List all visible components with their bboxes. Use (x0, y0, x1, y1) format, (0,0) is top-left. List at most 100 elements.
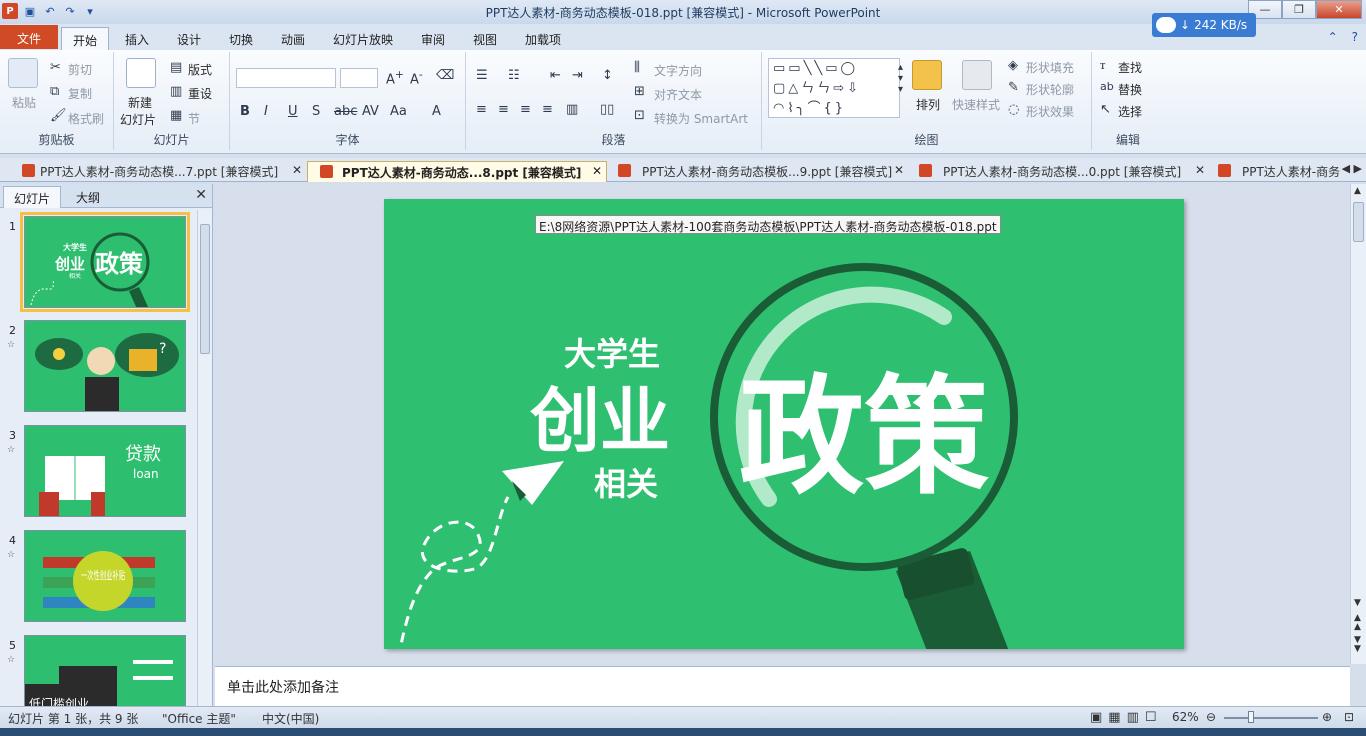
shadow-icon[interactable]: S (312, 104, 321, 119)
save-icon[interactable]: ▣ (24, 4, 36, 18)
tab-scroll-arrows[interactable]: ◀ ▶ (1341, 162, 1362, 175)
slide-scroll-thumb[interactable] (1353, 202, 1364, 242)
find-button[interactable]: 查找 (1118, 61, 1143, 75)
slide-scrollbar[interactable]: ▲ ▼ ▲ ▲ ▼ ▼ (1350, 184, 1366, 664)
slide-thumb-4[interactable]: 一次性创业补贴 (24, 530, 186, 622)
slide-thumb-5[interactable]: 低门槛创业 (24, 635, 186, 706)
numbering-icon[interactable]: ☷ (508, 68, 520, 83)
tab-insert[interactable]: 插入 (124, 33, 149, 47)
bold-icon[interactable]: B (240, 104, 250, 119)
reset-button[interactable]: 重设 (188, 87, 213, 101)
zoom-slider-thumb[interactable] (1248, 711, 1254, 723)
grow-font-icon[interactable]: A+ (386, 68, 404, 88)
gallery-scroll-icon[interactable]: ▴ ▾ ▾ (898, 62, 904, 95)
customize-qat-icon[interactable]: ▾ (87, 4, 93, 18)
columns-icon[interactable]: ▯▯ (600, 102, 615, 117)
tab-animations[interactable]: 动画 (280, 33, 305, 47)
shape-outline-button[interactable]: 形状轮廓 (1026, 83, 1075, 97)
decrease-indent-icon[interactable]: ⇤ (550, 68, 561, 83)
convert-smartart-button[interactable]: 转换为 SmartArt (654, 112, 748, 126)
shape-fill-button[interactable]: 形状填充 (1026, 61, 1075, 75)
strikethrough-icon[interactable]: abc (334, 104, 358, 119)
zoom-level[interactable]: 62% (1172, 710, 1199, 724)
language-status[interactable]: 中文(中国) (262, 712, 320, 726)
paste-icon[interactable] (8, 58, 38, 88)
change-case-icon[interactable]: Aa (390, 104, 407, 119)
help-icon[interactable]: ? (1351, 30, 1358, 44)
zoom-slider[interactable] (1224, 717, 1318, 719)
slide-thumb-2[interactable]: ? (24, 320, 186, 412)
shapes-gallery[interactable]: ▭▭╲╲▭◯ ▢△ㄣㄣ⇨⇩ ◠⌇╮⌒{} (768, 58, 900, 118)
tab-addins[interactable]: 加载项 (524, 33, 561, 47)
next-slide-icon[interactable]: ▼ ▼ (1354, 635, 1361, 654)
tab-transitions[interactable]: 切换 (228, 33, 253, 47)
tab-design[interactable]: 设计 (176, 33, 201, 47)
new-slide-icon[interactable] (126, 58, 156, 88)
network-speed-widget[interactable]: ↓ 242 KB/s (1152, 13, 1256, 37)
distributed-icon[interactable]: ▥ (566, 102, 579, 117)
zoom-in-icon[interactable]: ⊕ (1322, 710, 1333, 724)
shrink-font-icon[interactable]: A- (410, 68, 423, 88)
tab-file[interactable]: 文件 (0, 25, 58, 49)
prev-slide-icon[interactable]: ▲ ▲ (1354, 613, 1361, 632)
quick-styles-icon[interactable] (962, 60, 992, 90)
thumbnail-scroll-thumb[interactable] (200, 224, 210, 354)
current-slide[interactable]: E:\8网络资源\PPT达人素材-100套商务动态模板\PPT达人素材-商务动态… (384, 199, 1184, 649)
close-tab-icon[interactable]: ✕ (1194, 163, 1205, 177)
clear-format-icon[interactable]: ⌫ (436, 68, 455, 83)
close-tab-icon[interactable]: ✕ (591, 164, 602, 178)
justify-icon[interactable]: ≡ (542, 102, 553, 117)
tab-home[interactable]: 开始 (61, 27, 109, 50)
text-direction-button[interactable]: 文字方向 (654, 64, 703, 78)
tab-slides[interactable]: 幻灯片 (3, 186, 62, 208)
close-tab-icon[interactable]: ✕ (893, 163, 904, 177)
font-color-icon[interactable]: A (432, 104, 441, 119)
minimize-button[interactable]: — (1248, 0, 1282, 19)
scroll-up-icon[interactable]: ▲ (1354, 186, 1361, 196)
copy-button[interactable]: 复制 (68, 87, 93, 101)
tab-review[interactable]: 审阅 (420, 33, 445, 47)
maximize-button[interactable]: ❐ (1282, 0, 1316, 19)
close-button[interactable]: ✕ (1316, 0, 1362, 19)
tab-outline[interactable]: 大纲 (76, 191, 101, 205)
align-left-icon[interactable]: ≡ (476, 102, 487, 117)
thumbnail-scrollbar[interactable] (197, 210, 211, 706)
shape-effects-button[interactable]: 形状效果 (1026, 105, 1075, 119)
redo-icon[interactable]: ↷ (65, 4, 75, 18)
align-center-icon[interactable]: ≡ (498, 102, 509, 117)
align-text-button[interactable]: 对齐文本 (654, 88, 703, 102)
doc-tab-1[interactable]: PPT达人素材-商务动态模...7.ppt [兼容模式] ✕ (0, 161, 306, 182)
line-spacing-icon[interactable]: ↕ (602, 68, 613, 83)
select-button[interactable]: 选择 (1118, 105, 1143, 119)
scroll-down-icon[interactable]: ▼ (1354, 598, 1361, 608)
doc-tab-4[interactable]: PPT达人素材-商务动态模...0.ppt [兼容模式] ✕ (909, 161, 1209, 182)
format-painter-button[interactable]: 格式刷 (68, 112, 105, 126)
tab-view[interactable]: 视图 (472, 33, 497, 47)
undo-icon[interactable]: ↶ (45, 4, 55, 18)
new-slide-button[interactable]: 新建 (128, 96, 153, 110)
section-button[interactable]: 节 (188, 112, 201, 126)
font-size-combo[interactable] (340, 68, 378, 88)
layout-button[interactable]: 版式 (188, 63, 213, 77)
new-slide-dropdown[interactable]: 幻灯片 (120, 113, 157, 127)
arrange-button[interactable]: 排列 (916, 98, 941, 112)
close-panel-icon[interactable]: ✕ (195, 187, 207, 203)
zoom-out-icon[interactable]: ⊖ (1206, 710, 1217, 724)
doc-tab-3[interactable]: PPT达人素材-商务动态模板...9.ppt [兼容模式] ✕ (608, 161, 908, 182)
paste-button[interactable]: 粘贴 (12, 96, 37, 110)
align-right-icon[interactable]: ≡ (520, 102, 531, 117)
increase-indent-icon[interactable]: ⇥ (572, 68, 583, 83)
doc-tab-5[interactable]: PPT达人素材-商务 (1210, 161, 1340, 182)
char-spacing-icon[interactable]: AV (362, 104, 379, 119)
replace-button[interactable]: 替换 (1118, 83, 1143, 97)
arrange-icon[interactable] (912, 60, 942, 90)
notes-pane[interactable]: 单击此处添加备注 (215, 666, 1350, 706)
minimize-ribbon-icon[interactable]: ⌃ (1327, 30, 1338, 44)
underline-icon[interactable]: U (288, 104, 298, 119)
slide-thumb-3[interactable]: 贷款 loan (24, 425, 186, 517)
slide-thumb-1[interactable]: 大学生 创业 相关 政策 (20, 212, 190, 312)
powerpoint-logo-icon[interactable]: P (2, 3, 18, 19)
font-name-combo[interactable] (236, 68, 336, 88)
view-buttons[interactable]: ▣▦▥☐ (1090, 710, 1163, 725)
bullets-icon[interactable]: ☰ (476, 68, 488, 83)
